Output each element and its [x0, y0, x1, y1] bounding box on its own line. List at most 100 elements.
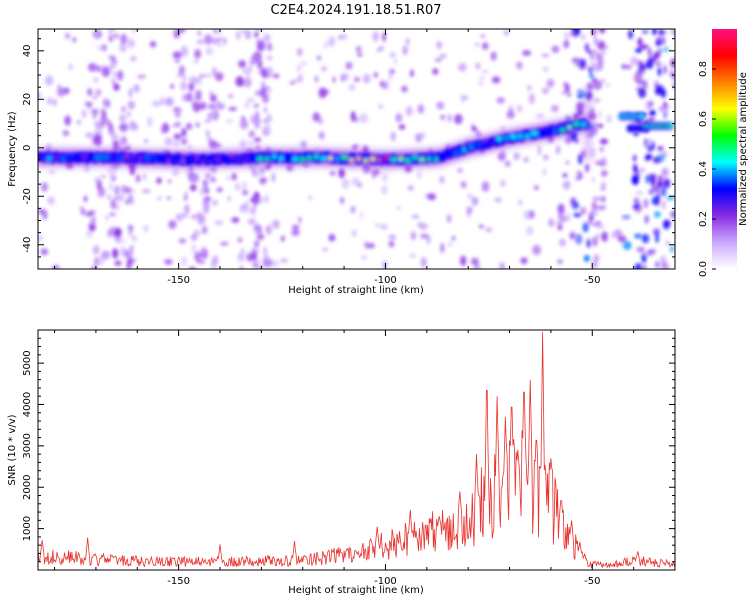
noise-blob: [174, 59, 181, 64]
noise-blob: [143, 225, 149, 232]
noise-blob: [590, 52, 595, 61]
noise-blob: [564, 137, 573, 145]
noise-blob: [569, 231, 576, 240]
noise-blob: [94, 176, 99, 185]
noise-blob: [644, 138, 648, 148]
noise-blob: [95, 65, 102, 72]
noise-blob: [242, 209, 251, 214]
noise-blob: [188, 83, 194, 92]
noise-blob: [86, 230, 93, 238]
noise-blob: [654, 87, 663, 96]
ridge-hotspot: [509, 134, 518, 139]
noise-blob: [246, 73, 250, 78]
noise-blob: [152, 100, 161, 107]
noise-blob: [591, 177, 596, 182]
noise-blob: [606, 82, 610, 88]
noise-blob: [582, 222, 589, 233]
ridge-hotspot: [110, 156, 115, 161]
noise-blob: [85, 132, 94, 139]
snr-y-axis-label: SNR (10 * v/v): [7, 414, 18, 485]
spectrogram-image: [38, 29, 675, 269]
noise-blob: [420, 256, 427, 268]
noise-blob: [410, 69, 414, 78]
noise-blob: [596, 224, 605, 229]
noise-blob: [316, 55, 321, 61]
x-tick-label: -150: [167, 275, 190, 286]
noise-blob: [532, 244, 542, 256]
noise-blob: [633, 154, 637, 162]
noise-blob: [142, 189, 151, 193]
noise-blob: [405, 38, 410, 45]
noise-blob: [105, 214, 109, 221]
noise-blob: [546, 78, 555, 88]
noise-blob: [207, 103, 217, 110]
ridge-hotspot: [581, 122, 586, 127]
noise-blob: [478, 81, 484, 86]
ridge-hotspot: [397, 156, 404, 161]
noise-blob: [563, 82, 568, 86]
ridge-hotspot: [363, 158, 368, 163]
x-tick-label: -50: [584, 275, 600, 286]
noise-blob: [542, 169, 547, 176]
noise-blob: [574, 62, 580, 66]
noise-blob: [550, 221, 555, 226]
noise-blob: [250, 166, 256, 174]
noise-blob: [280, 258, 289, 263]
noise-blob: [265, 224, 272, 235]
noise-blob: [397, 206, 401, 211]
noise-blob: [160, 96, 165, 106]
noise-blob: [600, 196, 606, 203]
noise-blob: [641, 30, 649, 34]
noise-blob: [359, 210, 364, 220]
noise-blob: [176, 214, 183, 222]
noise-blob: [527, 84, 532, 92]
x-tick-label: -100: [374, 275, 397, 286]
ridge-hotspot: [377, 158, 382, 162]
noise-blob: [263, 106, 267, 113]
noise-blob: [109, 34, 113, 43]
noise-blob: [402, 45, 408, 56]
ridge-hotspot: [250, 155, 257, 159]
ridge-hotspot: [518, 134, 523, 139]
x-tick-label: -50: [584, 576, 600, 587]
noise-blob: [562, 212, 571, 222]
noise-blob: [128, 231, 133, 237]
noise-blob: [561, 91, 567, 95]
noise-blob: [190, 214, 198, 219]
noise-blob: [72, 36, 77, 43]
x-tick-label: -100: [374, 576, 397, 587]
noise-blob: [113, 227, 122, 238]
noise-blob: [600, 170, 608, 177]
noise-blob: [661, 262, 670, 269]
noise-blob: [193, 59, 199, 64]
noise-blob: [593, 36, 598, 46]
noise-blob: [144, 139, 149, 143]
ridge-hotspot: [335, 156, 340, 161]
noise-blob: [551, 45, 560, 53]
ridge-hotspot: [235, 157, 243, 162]
noise-blob: [381, 172, 388, 182]
snr-y-ticks: 1000 2000 3000 4000 5000: [22, 329, 675, 563]
noise-blob: [475, 43, 479, 46]
noise-blob: [227, 195, 231, 202]
colorbar-tick-label: 0.0: [698, 261, 709, 277]
noise-blob: [654, 211, 661, 218]
noise-blob: [186, 122, 193, 130]
noise-blob: [264, 195, 269, 203]
noise-blob: [198, 101, 207, 111]
noise-blob: [420, 233, 429, 239]
noise-blob: [101, 66, 111, 78]
noise-blob: [228, 94, 234, 98]
noise-blob: [593, 48, 598, 55]
noise-blob: [168, 220, 177, 229]
ridge-hotspot: [74, 156, 81, 161]
noise-blob: [533, 185, 540, 191]
noise-blob: [646, 252, 655, 257]
noise-blob: [338, 168, 346, 179]
noise-blob: [447, 113, 452, 123]
noise-blob: [40, 182, 49, 192]
noise-blob: [634, 202, 639, 206]
noise-blob: [633, 72, 643, 83]
noise-blob: [585, 163, 590, 173]
noise-blob: [96, 46, 104, 50]
